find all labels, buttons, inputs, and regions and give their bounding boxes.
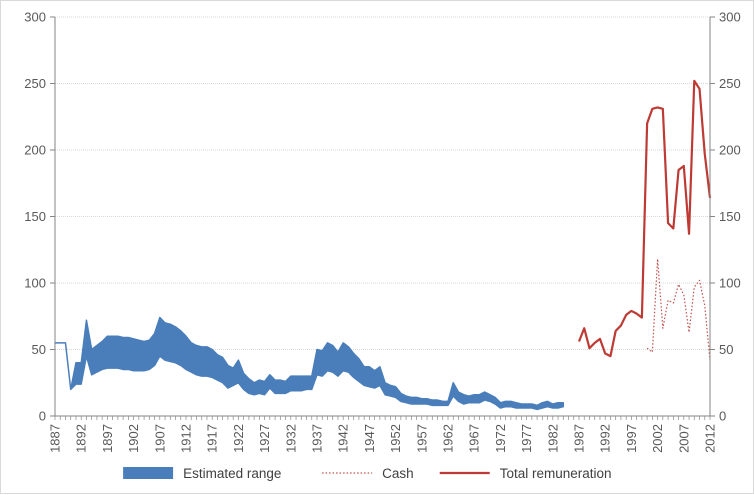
y2-tick-label: 250 — [719, 76, 741, 91]
x-tick-label: 1902 — [126, 424, 141, 453]
y2-tick-label: 200 — [719, 143, 741, 158]
x-tick-label: 1957 — [414, 424, 429, 453]
y2-tick-label: 0 — [719, 409, 726, 424]
y-tick-label: 200 — [24, 143, 46, 158]
legend: Estimated range Cash Total remuneration — [123, 466, 612, 481]
x-tick-label: 1917 — [205, 424, 220, 453]
x-tick-label: 1967 — [467, 424, 482, 453]
y-tick-label: 250 — [24, 76, 46, 91]
x-tick-label: 1992 — [598, 424, 613, 453]
gridlines — [55, 16, 710, 350]
legend-label: Estimated range — [183, 466, 281, 481]
x-tick-label: 1952 — [388, 424, 403, 453]
x-tick-label: 1937 — [310, 424, 325, 453]
y-tick-label: 150 — [24, 209, 46, 224]
x-tick-label: 2012 — [703, 424, 718, 453]
x-tick-label: 1987 — [572, 424, 587, 453]
x-tick-label: 2002 — [650, 424, 665, 453]
y2-tick-label: 100 — [719, 276, 741, 291]
y2-tick-label: 300 — [719, 10, 741, 25]
legend-label: Total remuneration — [500, 466, 612, 481]
x-tick-label: 1932 — [283, 424, 298, 453]
x-tick-label: 1907 — [152, 424, 167, 453]
y-tick-label: 0 — [39, 409, 46, 424]
x-tick-label: 1982 — [545, 424, 560, 453]
x-tick-label: 1947 — [362, 424, 377, 453]
x-tick-label: 2007 — [676, 424, 691, 453]
y-tick-label: 300 — [24, 10, 46, 25]
y-tick-label: 50 — [32, 342, 46, 357]
y2-tick-label: 150 — [719, 209, 741, 224]
legend-label: Cash — [382, 466, 414, 481]
estimated-range-area — [54, 316, 565, 411]
x-tick-label: 1962 — [441, 424, 456, 453]
cash-line — [646, 258, 711, 361]
x-tick-label: 1887 — [48, 424, 63, 453]
x-tick-label: 1972 — [493, 424, 508, 453]
y-tick-label: 100 — [24, 276, 46, 291]
legend-swatch-range — [123, 467, 174, 479]
y2-tick-label: 50 — [719, 342, 733, 357]
axes: 0 0 50 50 100 100 150 150 200 200 250 250 300 300 1887… — [24, 10, 740, 453]
x-tick-label: 1942 — [336, 424, 351, 453]
x-tick-label: 1927 — [257, 424, 272, 453]
x-tick-label: 1922 — [231, 424, 246, 453]
total-remuneration-line — [577, 79, 712, 358]
x-tick-label: 1997 — [624, 424, 639, 453]
x-tick-label: 1912 — [179, 424, 194, 453]
x-tick-label: 1897 — [100, 424, 115, 453]
x-tick-label: 1977 — [519, 424, 534, 453]
series-layer — [54, 79, 712, 411]
x-tick-label: 1892 — [74, 424, 89, 453]
